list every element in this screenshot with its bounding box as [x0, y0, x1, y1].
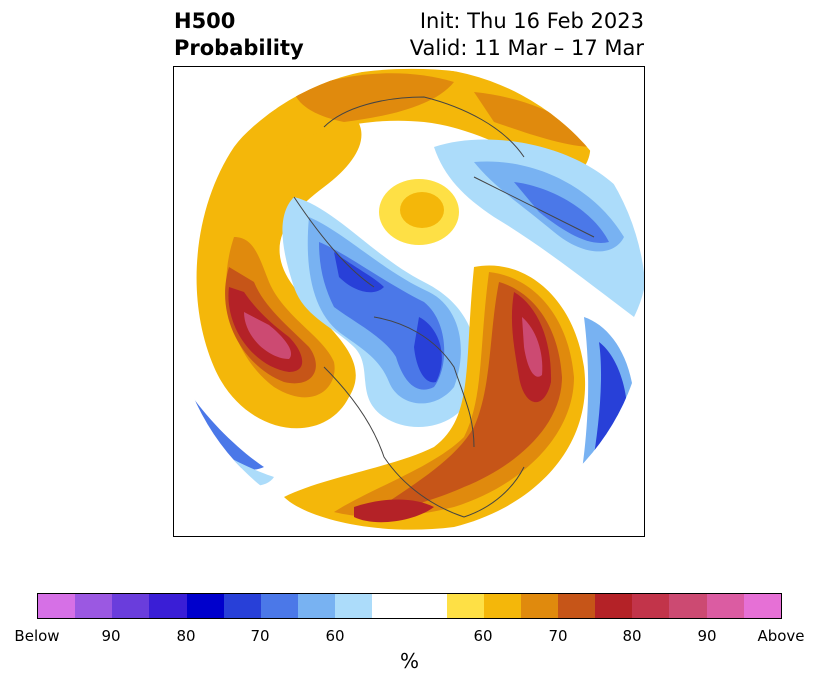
- field-name: H500: [174, 9, 236, 33]
- polar-map: [174, 67, 644, 536]
- colorbar-segment: [149, 594, 187, 618]
- valid-range: Valid: 11 Mar – 17 Mar: [409, 36, 644, 60]
- tick-above-80: 80: [622, 627, 642, 645]
- tick-below: Below: [14, 627, 60, 645]
- tick-below-70: 70: [250, 627, 270, 645]
- colorbar-segment: [595, 594, 633, 618]
- colorbar-unit: %: [399, 649, 419, 673]
- tick-above-90: 90: [697, 627, 717, 645]
- field-type: Probability: [174, 36, 304, 60]
- colorbar-ticks: Below 90 80 70 60 60 70 80 90 Above: [0, 627, 819, 647]
- colorbar-segment: [557, 594, 596, 618]
- tick-above: Above: [757, 627, 805, 645]
- title-right: Init: Thu 16 Feb 2023 Valid: 11 Mar – 17…: [410, 8, 644, 62]
- colorbar-segment: [446, 594, 484, 618]
- map-panel: [173, 66, 645, 537]
- colorbar-segment: [38, 594, 76, 618]
- colorbar-segment: [112, 594, 150, 618]
- colorbar-segment: [743, 594, 781, 618]
- tick-below-60: 60: [325, 627, 345, 645]
- tick-below-90: 90: [101, 627, 121, 645]
- colorbar-segment: [335, 594, 373, 618]
- colorbar-segment: [632, 594, 670, 618]
- init-date: Init: Thu 16 Feb 2023: [419, 9, 644, 33]
- colorbar-segment: [372, 594, 447, 618]
- colorbar-segment: [75, 594, 113, 618]
- coastlines: [293, 96, 595, 518]
- colorbar-segment: [223, 594, 261, 618]
- colorbar-segment: [483, 594, 521, 618]
- colorbar-segment: [669, 594, 707, 618]
- colorbar-segment: [260, 594, 298, 618]
- tick-above-60: 60: [473, 627, 493, 645]
- colorbar-segment: [186, 594, 224, 618]
- tick-below-80: 80: [176, 627, 196, 645]
- colorbar-segment: [706, 594, 744, 618]
- tick-above-70: 70: [548, 627, 568, 645]
- colorbar: [37, 593, 782, 619]
- colorbar-segment: [520, 594, 558, 618]
- colorbar-segment: [297, 594, 336, 618]
- title-left: H500 Probability: [174, 8, 304, 62]
